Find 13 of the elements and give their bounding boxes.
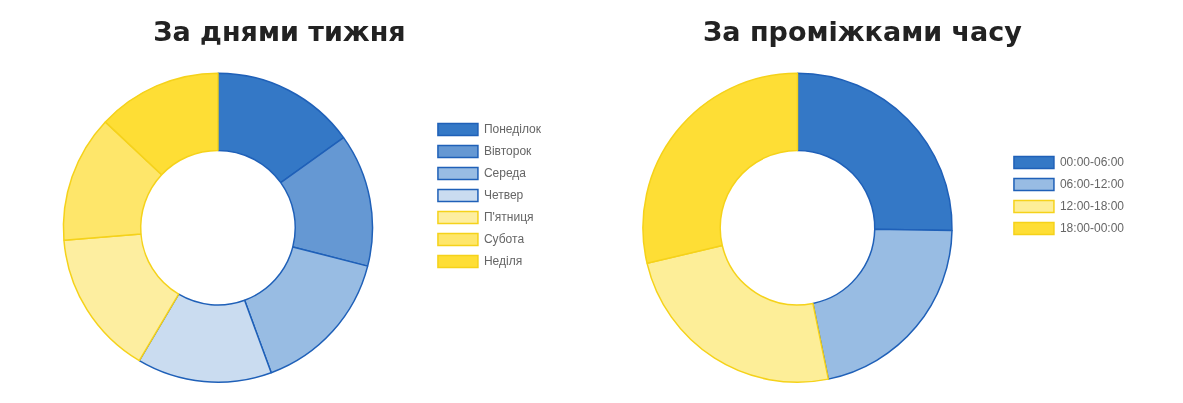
legend-label: 06:00-12:00 <box>1059 176 1125 191</box>
legend-label: Понеділок <box>483 121 542 136</box>
legend-label: Субота <box>483 231 525 246</box>
legend-label: Середа <box>483 165 527 180</box>
legend-label: 18:00-00:00 <box>1059 220 1125 235</box>
chart-title: За днями тижня <box>153 16 406 48</box>
chart-title: За проміжками часу <box>703 16 1023 48</box>
legend-label: П'ятниця <box>483 209 534 224</box>
legend-label: 00:00-06:00 <box>1059 154 1125 169</box>
legend-label: 12:00-18:00 <box>1059 198 1125 213</box>
legend-label: Четвер <box>483 187 524 202</box>
legend-label: Вівторок <box>483 143 533 158</box>
legend-label: Неділя <box>483 253 523 268</box>
